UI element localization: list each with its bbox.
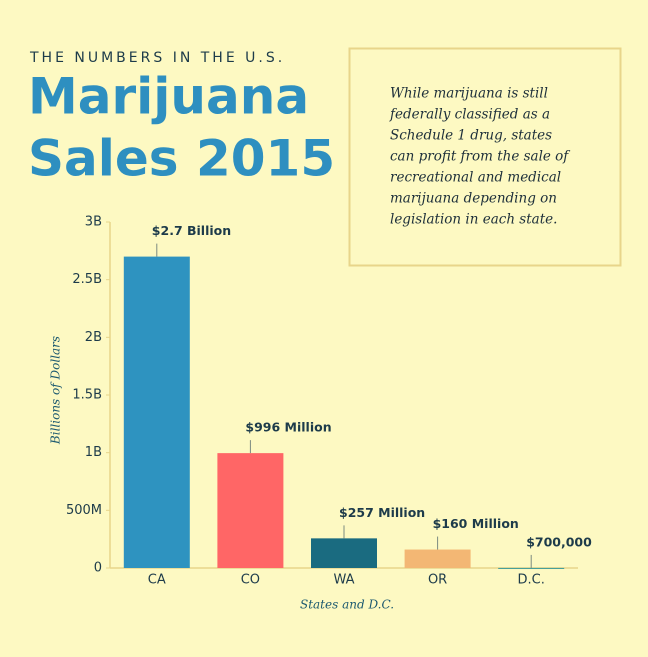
value-label: $2.7 Billion xyxy=(152,223,231,238)
y-tick-label: 2B xyxy=(85,330,102,345)
bar xyxy=(498,567,565,569)
x-tick-label: CO xyxy=(241,573,260,588)
note-box xyxy=(348,47,622,267)
note-line: Schedule 1 drug, states xyxy=(390,128,552,144)
note-line: can profit from the sale of xyxy=(390,149,570,165)
bar xyxy=(311,538,377,568)
y-tick-label: 0 xyxy=(94,561,102,576)
x-tick-label: OR xyxy=(428,573,447,588)
y-tick-label: 500M xyxy=(66,503,102,518)
bar xyxy=(123,256,190,568)
title-line: Sales 2015 xyxy=(28,130,335,188)
y-tick-label: 3B xyxy=(85,215,102,230)
value-label: $996 Million xyxy=(245,420,331,435)
x-axis-label: States and D.C. xyxy=(300,598,394,612)
kicker: THE NUMBERS IN THE U.S. xyxy=(29,50,285,66)
value-label: $160 Million xyxy=(433,516,519,531)
y-axis-label: Billions of Dollars xyxy=(49,336,63,445)
x-tick-label: CA xyxy=(148,573,166,588)
note-line: legislation in each state. xyxy=(390,212,557,228)
x-tick-label: D.C. xyxy=(518,573,545,588)
note-line: federally classified as a xyxy=(389,107,550,123)
note-line: marijuana depending on xyxy=(390,191,557,207)
value-label: $257 Million xyxy=(339,505,425,520)
y-tick-label: 2.5B xyxy=(72,272,102,287)
note-line: While marijuana is still xyxy=(390,86,548,102)
title-line: Marijuana xyxy=(28,68,309,126)
note-line: recreational and medical xyxy=(390,170,561,186)
y-tick-label: 1.5B xyxy=(72,388,102,403)
x-tick-label: WA xyxy=(333,573,354,588)
y-tick-label: 1B xyxy=(85,445,102,460)
bar xyxy=(404,549,471,568)
bar xyxy=(217,453,284,568)
value-label: $700,000 xyxy=(526,534,592,549)
